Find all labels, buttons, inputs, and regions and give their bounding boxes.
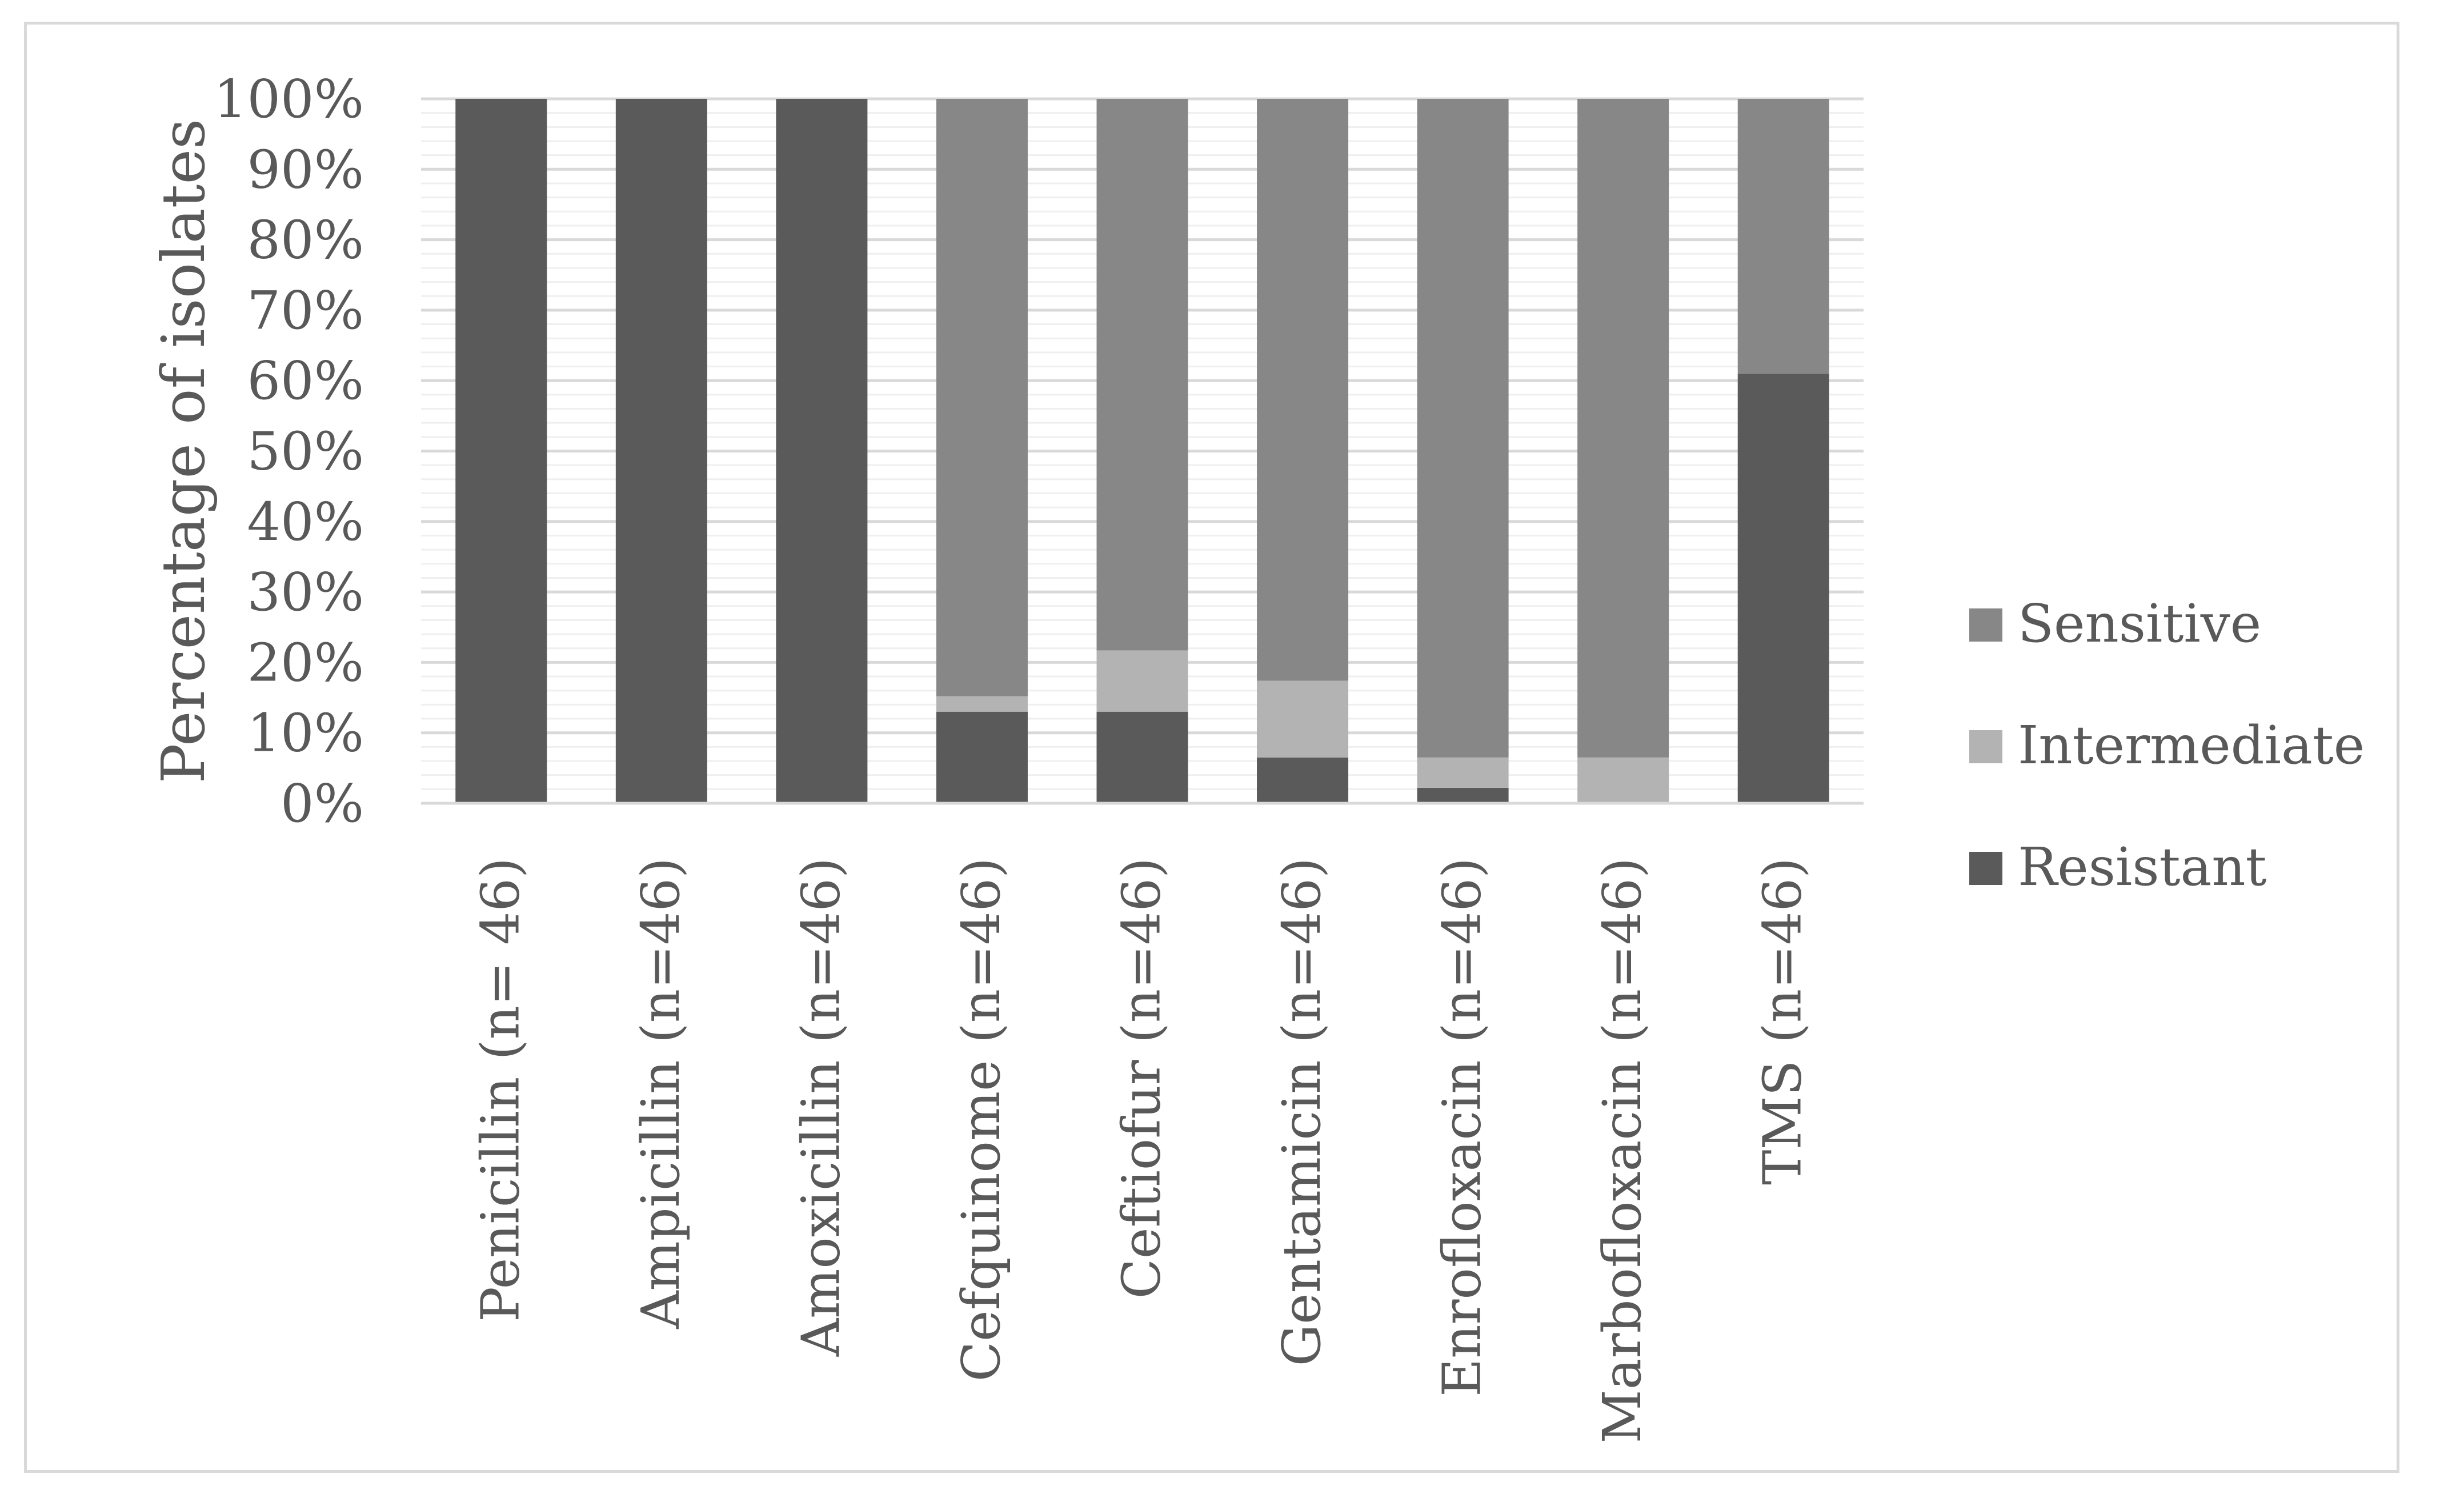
y-tick-label: 50% bbox=[247, 421, 364, 482]
legend-swatch-sensitive bbox=[1969, 608, 2002, 642]
bar-segment-resistant bbox=[936, 711, 1028, 803]
category-label: Cefquinome (n=46) bbox=[951, 858, 1012, 1381]
legend-label-resistant: Resistant bbox=[2018, 836, 2267, 898]
stacked-bar-chart: 0% 10% 20% 30% 40% 50% 60% 70% 80% 90% 100% Penici… bbox=[149, 69, 2365, 1443]
bar-segment-sensitive bbox=[1577, 99, 1669, 758]
y-tick-label: 100% bbox=[214, 69, 364, 130]
bar-segment-resistant bbox=[1737, 373, 1829, 803]
bar-segment-sensitive bbox=[1257, 99, 1349, 681]
bar-segment-resistant bbox=[1096, 711, 1188, 803]
y-tick-label: 40% bbox=[247, 491, 364, 552]
category-label: Ceftiofur (n=46) bbox=[1111, 858, 1172, 1299]
bars bbox=[455, 99, 1829, 803]
y-tick-label: 90% bbox=[247, 139, 364, 200]
bar-segment-intermediate bbox=[1257, 680, 1349, 758]
y-tick-label: 70% bbox=[247, 280, 364, 341]
category-label: Gentamicin (n=46) bbox=[1271, 858, 1332, 1366]
y-tick-label: 60% bbox=[247, 350, 364, 411]
legend-label-intermediate: Intermediate bbox=[2018, 715, 2365, 776]
category-label: Ampicillin (n=46) bbox=[630, 858, 691, 1329]
category-labels: Penicillin (n= 46) Ampicillin (n=46) Amoxi… bbox=[470, 858, 1813, 1443]
bar-segment-intermediate bbox=[1096, 650, 1188, 712]
category-label: TMS (n=46) bbox=[1752, 858, 1813, 1185]
category-label: Enrofloxacin (n=46) bbox=[1432, 858, 1493, 1397]
y-tick-label: 10% bbox=[247, 703, 364, 764]
y-tick-label: 0% bbox=[281, 773, 364, 834]
legend-swatch-resistant bbox=[1969, 852, 2002, 885]
y-axis-title: Percentage of isolates bbox=[149, 119, 218, 784]
legend: Sensitive Intermediate Resistant bbox=[1969, 593, 2365, 898]
legend-label-sensitive: Sensitive bbox=[2018, 593, 2261, 654]
bar-segment-sensitive bbox=[1737, 99, 1829, 374]
category-label: Marbofloxacin (n=46) bbox=[1592, 858, 1653, 1443]
y-tick-label: 80% bbox=[247, 210, 364, 271]
category-label: Penicillin (n= 46) bbox=[470, 858, 531, 1322]
bar-segment-intermediate bbox=[1577, 757, 1669, 803]
chart-frame: 0% 10% 20% 30% 40% 50% 60% 70% 80% 90% 100% Penici… bbox=[24, 22, 2399, 1473]
bar-segment-intermediate bbox=[936, 696, 1028, 712]
bar-segment-resistant bbox=[1257, 757, 1349, 803]
bar-segment-resistant bbox=[776, 99, 868, 803]
y-tick-labels: 0% 10% 20% 30% 40% 50% 60% 70% 80% 90% 100% bbox=[214, 69, 364, 834]
y-tick-label: 30% bbox=[247, 562, 364, 623]
bar-segment-resistant bbox=[1417, 787, 1509, 803]
legend-swatch-intermediate bbox=[1969, 730, 2002, 763]
bar-segment-resistant bbox=[615, 99, 707, 803]
bar-segment-intermediate bbox=[1417, 757, 1509, 788]
bar-segment-sensitive bbox=[1096, 99, 1188, 651]
bar-segment-sensitive bbox=[1417, 99, 1509, 758]
y-tick-label: 20% bbox=[247, 632, 364, 693]
bar-segment-sensitive bbox=[936, 99, 1028, 696]
bar-segment-resistant bbox=[455, 99, 547, 803]
category-label: Amoxicillin (n=46) bbox=[790, 858, 851, 1357]
